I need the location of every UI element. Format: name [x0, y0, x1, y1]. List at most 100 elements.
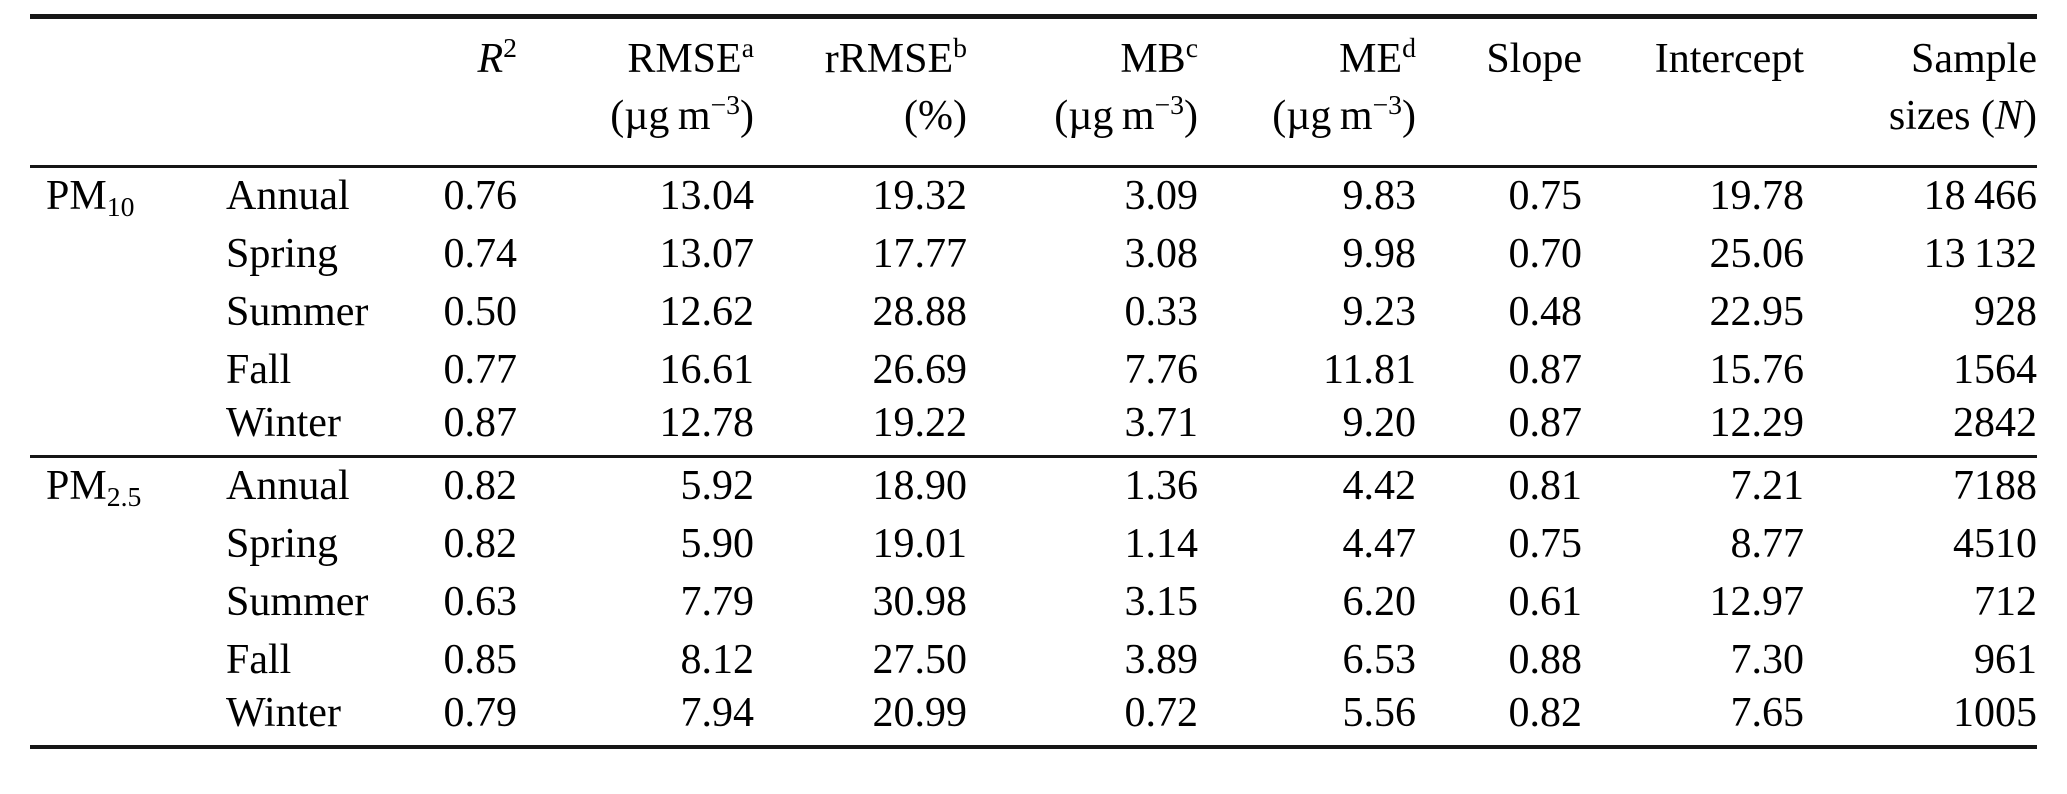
- cell-rmse: 8.12: [680, 636, 755, 683]
- season-label: Annual: [226, 463, 350, 510]
- cell-intercept: 7.65: [1730, 689, 1805, 736]
- cell-slope: 0.88: [1508, 636, 1583, 683]
- cell-n: 961: [1974, 636, 2037, 683]
- statistics-table-container: R2 RMSEa (µg m−3) rRMSEb (%) MBc (µg m−3…: [30, 14, 2037, 749]
- cell-rmse: 13.07: [659, 230, 755, 277]
- cell-mb: 1.36: [1124, 463, 1199, 510]
- rmse-unit-exponent: −3: [710, 88, 741, 120]
- mb-unit: (µg m: [1054, 93, 1155, 139]
- cell-intercept: 12.97: [1709, 578, 1805, 625]
- header-row: R2 RMSEa (µg m−3) rRMSEb (%) MBc (µg m−3…: [30, 17, 2037, 167]
- sample-sizes-n-var: N: [1994, 93, 2023, 139]
- cell-rmse: 12.78: [659, 399, 755, 446]
- cell-me: 9.98: [1342, 230, 1417, 277]
- cell-slope: 0.87: [1508, 399, 1583, 446]
- cell-intercept: 12.29: [1709, 399, 1805, 446]
- cell-rrmse: 27.50: [872, 636, 968, 683]
- pollutant-label: [30, 283, 226, 341]
- cell-slope: 0.75: [1508, 520, 1583, 567]
- table-row: Fall 0.77 16.61 26.69 7.76 11.81 0.87 15.76 1564: [30, 341, 2037, 399]
- cell-me: 4.47: [1342, 520, 1417, 567]
- col-header-rmse: RMSEa (µg m−3): [610, 31, 754, 139]
- col-header-season: [226, 17, 394, 167]
- me-label: ME: [1339, 36, 1403, 82]
- cell-slope: 0.48: [1508, 288, 1583, 335]
- col-header-r2: R2: [394, 17, 517, 167]
- cell-mb: 0.33: [1124, 288, 1199, 335]
- rmse-label: RMSE: [627, 36, 742, 82]
- cell-n: 2842: [1953, 399, 2037, 446]
- pollutant-subscript: 2.5: [106, 481, 142, 513]
- cell-intercept: 7.30: [1730, 636, 1805, 683]
- pollutant-label: [30, 515, 226, 573]
- cell-mb: 0.72: [1124, 689, 1199, 736]
- cell-rrmse: 19.01: [872, 520, 968, 567]
- table-row: PM2.5 Annual 0.82 5.92 18.90 1.36 4.42 0.81 7.21…: [30, 457, 2037, 515]
- me-unit-exponent: −3: [1372, 88, 1403, 120]
- rrmse-unit: (%): [904, 93, 967, 139]
- cell-slope: 0.75: [1508, 173, 1583, 220]
- pollutant-label: PM2.5: [46, 463, 142, 513]
- cell-rrmse: 17.77: [872, 230, 968, 277]
- cell-me: 6.53: [1342, 636, 1417, 683]
- cell-mb: 3.71: [1124, 399, 1199, 446]
- cell-me: 9.83: [1342, 173, 1417, 220]
- table-row: Summer 0.63 7.79 30.98 3.15 6.20 0.61 12.97 712: [30, 573, 2037, 631]
- season-label: Summer: [226, 288, 369, 335]
- pollutant-label: [30, 399, 226, 457]
- cell-me: 9.23: [1342, 288, 1417, 335]
- pollutant-label: [30, 225, 226, 283]
- season-label: Annual: [226, 173, 350, 220]
- table-row: Winter 0.79 7.94 20.99 0.72 5.56 0.82 7.65 1005: [30, 689, 2037, 747]
- pollutant-subscript: 10: [106, 191, 135, 223]
- cell-me: 5.56: [1342, 689, 1417, 736]
- col-header-intercept: Intercept: [1582, 17, 1804, 167]
- cell-r2: 0.85: [443, 636, 518, 683]
- rmse-footnote-mark: a: [741, 31, 754, 63]
- cell-r2: 0.63: [443, 578, 518, 625]
- rrmse-footnote-mark: b: [953, 31, 967, 63]
- season-label: Summer: [226, 578, 369, 625]
- season-label: Winter: [226, 399, 341, 446]
- col-header-rrmse: rRMSEb (%): [754, 17, 967, 167]
- season-label: Spring: [226, 230, 339, 277]
- cell-me: 4.42: [1342, 463, 1417, 510]
- table-row: Summer 0.50 12.62 28.88 0.33 9.23 0.48 22.95 928: [30, 283, 2037, 341]
- pollutant-label: PM10: [46, 173, 135, 223]
- cell-intercept: 22.95: [1709, 288, 1805, 335]
- col-header-me: MEd (µg m−3): [1272, 31, 1416, 139]
- cell-n: 928: [1974, 288, 2037, 335]
- cell-r2: 0.82: [443, 463, 518, 510]
- cell-rrmse: 28.88: [872, 288, 968, 335]
- cell-me: 11.81: [1323, 346, 1416, 393]
- cell-n: 1005: [1953, 689, 2037, 736]
- cell-n: 4510: [1953, 520, 2037, 567]
- cell-r2: 0.79: [443, 689, 518, 736]
- pollutant-label: [30, 341, 226, 399]
- cell-slope: 0.87: [1508, 346, 1583, 393]
- col-header-mb: MBc (µg m−3): [1054, 31, 1198, 139]
- cell-r2: 0.50: [443, 288, 518, 335]
- cell-n: 7188: [1953, 463, 2037, 510]
- cell-slope: 0.70: [1508, 230, 1583, 277]
- cell-intercept: 25.06: [1709, 230, 1805, 277]
- season-label: Fall: [226, 346, 292, 393]
- table-row: Fall 0.85 8.12 27.50 3.89 6.53 0.88 7.30 961: [30, 631, 2037, 689]
- cell-r2: 0.76: [443, 173, 518, 220]
- cell-rrmse: 20.99: [872, 689, 968, 736]
- cell-n: 13 132: [1923, 230, 2037, 277]
- cell-mb: 3.89: [1124, 636, 1199, 683]
- cell-rmse: 12.62: [659, 288, 755, 335]
- table-header: R2 RMSEa (µg m−3) rRMSEb (%) MBc (µg m−3…: [30, 17, 2037, 167]
- table-row: PM10 Annual 0.76 13.04 19.32 3.09 9.83 0.75 19.7…: [30, 167, 2037, 225]
- pollutant-label: [30, 573, 226, 631]
- cell-rmse: 5.90: [680, 520, 755, 567]
- cell-n: 18 466: [1923, 173, 2037, 220]
- cell-rmse: 13.04: [659, 173, 755, 220]
- cell-n: 1564: [1953, 346, 2037, 393]
- slope-label: Slope: [1486, 36, 1582, 82]
- pm25-group: PM2.5 Annual 0.82 5.92 18.90 1.36 4.42 0.81 7.21…: [30, 457, 2037, 747]
- cell-slope: 0.81: [1508, 463, 1583, 510]
- cell-mb: 3.08: [1124, 230, 1199, 277]
- cell-intercept: 7.21: [1730, 463, 1805, 510]
